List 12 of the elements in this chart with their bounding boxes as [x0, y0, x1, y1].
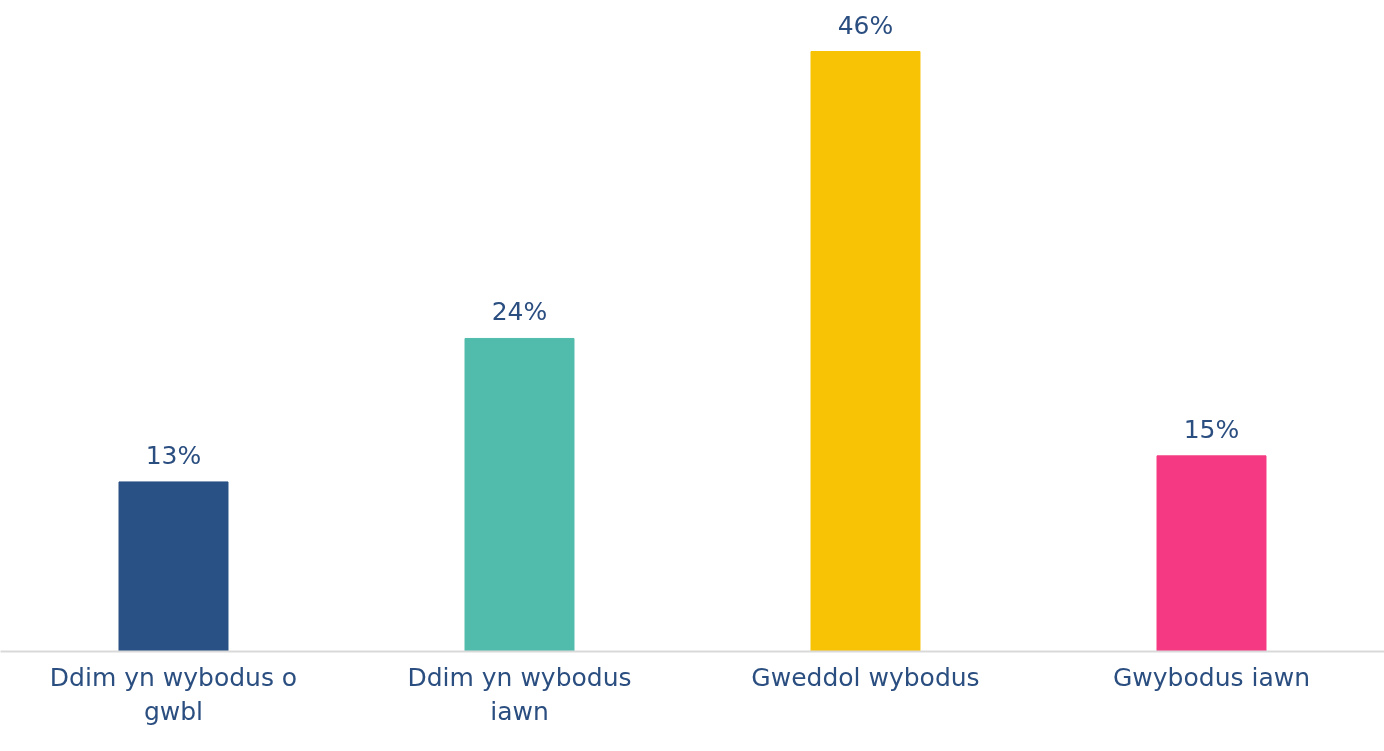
data-label: 24%	[491, 297, 548, 327]
x-tick-label: Ddim yn wybodus o gwbl	[49, 662, 298, 727]
x-tick-label: Gweddol wybodus	[751, 662, 980, 692]
bar	[464, 337, 575, 652]
x-tick-label: Ddim yn wybodus iawn	[407, 662, 632, 727]
x-tick-label: Gwybodus iawn	[1112, 662, 1311, 692]
bar	[1156, 455, 1267, 652]
data-label: 13%	[145, 440, 202, 470]
data-label: 46%	[837, 10, 894, 40]
bar	[118, 481, 229, 652]
bar	[810, 51, 921, 652]
data-label: 15%	[1183, 414, 1240, 444]
